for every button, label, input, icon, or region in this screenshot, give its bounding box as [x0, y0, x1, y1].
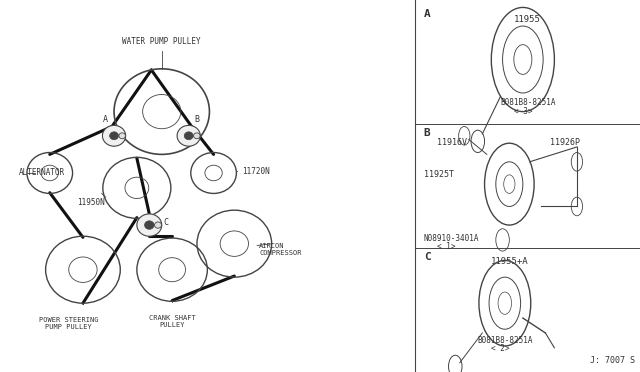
Text: < 1>: < 1> — [437, 242, 456, 251]
Text: J: 7007 S: J: 7007 S — [591, 356, 636, 365]
Text: AIRCON
COMPRESSOR: AIRCON COMPRESSOR — [259, 243, 301, 256]
Text: N08910-3401A: N08910-3401A — [424, 234, 479, 243]
Text: B081B8-8251A: B081B8-8251A — [478, 336, 533, 345]
Text: 11925T: 11925T — [424, 170, 454, 179]
Circle shape — [137, 214, 162, 236]
Text: A: A — [102, 115, 108, 124]
Text: B: B — [424, 128, 431, 138]
Circle shape — [154, 222, 161, 228]
Circle shape — [119, 133, 125, 139]
Text: 11916V: 11916V — [437, 138, 467, 147]
Circle shape — [193, 133, 200, 139]
Text: B: B — [195, 115, 200, 124]
Text: 11926P: 11926P — [550, 138, 580, 147]
Text: C: C — [164, 218, 169, 227]
Circle shape — [184, 132, 193, 140]
Text: 11955+A: 11955+A — [490, 257, 528, 266]
Text: ALTERNATOR: ALTERNATOR — [19, 169, 65, 177]
Text: POWER STEERING
PUMP PULLEY: POWER STEERING PUMP PULLEY — [38, 317, 98, 330]
Circle shape — [102, 125, 125, 146]
Text: WATER PUMP PULLEY: WATER PUMP PULLEY — [122, 38, 201, 46]
Text: 11950N: 11950N — [77, 198, 104, 207]
Text: 11955: 11955 — [514, 15, 541, 24]
Text: CRANK SHAFT
PULLEY: CRANK SHAFT PULLEY — [148, 315, 195, 328]
Text: B081B8-8251A: B081B8-8251A — [500, 98, 556, 107]
Text: C: C — [424, 252, 431, 262]
Text: 11720N: 11720N — [243, 167, 270, 176]
Text: < 3>: < 3> — [514, 107, 532, 116]
Text: A: A — [424, 9, 431, 19]
Circle shape — [145, 221, 154, 229]
Circle shape — [177, 125, 200, 146]
Text: < 2>: < 2> — [492, 344, 510, 353]
Circle shape — [109, 132, 118, 140]
